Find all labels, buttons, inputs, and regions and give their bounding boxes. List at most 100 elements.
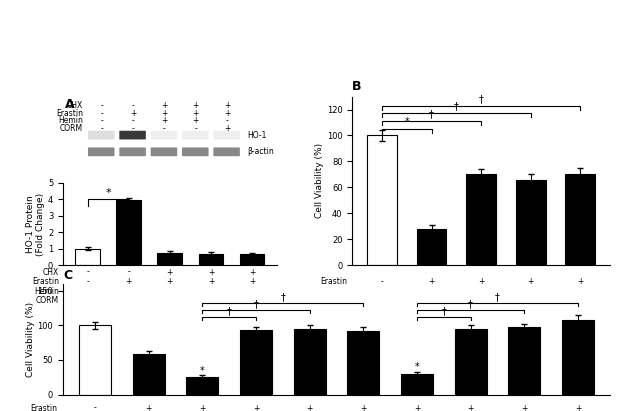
Text: -: - — [127, 286, 130, 296]
Text: β-actin: β-actin — [247, 147, 274, 156]
Text: Erastin: Erastin — [56, 109, 83, 118]
Text: †: † — [468, 299, 473, 309]
Text: -: - — [430, 335, 433, 344]
Text: -: - — [530, 335, 532, 344]
FancyBboxPatch shape — [151, 148, 177, 156]
Text: -: - — [127, 268, 130, 277]
Text: -: - — [131, 101, 135, 110]
FancyBboxPatch shape — [120, 131, 146, 139]
Text: +: + — [199, 404, 206, 411]
Text: -: - — [480, 335, 482, 344]
Bar — [240, 330, 272, 395]
Text: +: + — [253, 404, 259, 411]
Y-axis label: Cell Viability (%): Cell Viability (%) — [26, 302, 35, 376]
Text: CHX: CHX — [43, 268, 58, 277]
Bar — [294, 329, 326, 395]
Text: +: + — [249, 296, 255, 305]
Text: +: + — [249, 268, 255, 277]
Bar — [347, 331, 379, 395]
Text: Erastin: Erastin — [32, 277, 58, 286]
Text: +: + — [145, 404, 152, 411]
Text: *: * — [404, 117, 409, 127]
Text: -: - — [100, 116, 103, 125]
Text: CHX: CHX — [331, 296, 347, 305]
Text: +: + — [577, 296, 584, 305]
Bar — [367, 136, 397, 265]
Text: †: † — [429, 109, 434, 119]
FancyBboxPatch shape — [88, 148, 114, 156]
Text: +: + — [224, 109, 230, 118]
Text: -: - — [86, 286, 89, 296]
Bar — [466, 174, 496, 265]
Bar — [562, 320, 594, 395]
Bar — [565, 174, 595, 265]
Bar — [116, 200, 141, 265]
Text: Erastin: Erastin — [31, 404, 57, 411]
Text: Hemin: Hemin — [58, 116, 83, 125]
Text: +: + — [208, 277, 214, 286]
Text: +: + — [528, 296, 534, 305]
FancyBboxPatch shape — [182, 148, 209, 156]
Text: -: - — [480, 316, 482, 325]
Text: -: - — [86, 277, 89, 286]
Text: †: † — [454, 102, 459, 111]
Text: -: - — [100, 124, 103, 133]
Text: +: + — [521, 404, 528, 411]
FancyBboxPatch shape — [151, 131, 177, 139]
Text: CHX: CHX — [67, 101, 83, 110]
Y-axis label: Cell Viability (%): Cell Viability (%) — [315, 143, 324, 218]
Text: +: + — [575, 404, 581, 411]
Text: HO-1: HO-1 — [247, 131, 267, 140]
Text: *: * — [105, 188, 111, 198]
Text: -: - — [131, 116, 135, 125]
Bar — [516, 180, 546, 265]
Text: †: † — [479, 94, 484, 104]
Text: -: - — [381, 316, 383, 325]
Bar — [75, 249, 100, 265]
Bar — [199, 254, 223, 265]
FancyBboxPatch shape — [120, 148, 146, 156]
Text: -: - — [100, 109, 103, 118]
Text: +: + — [161, 109, 167, 118]
Text: -: - — [86, 268, 89, 277]
Text: +: + — [167, 286, 173, 296]
Text: †: † — [495, 292, 500, 302]
Text: *: * — [415, 362, 420, 372]
Text: +: + — [130, 109, 136, 118]
Y-axis label: HO-1 Protein
(Fold Change): HO-1 Protein (Fold Change) — [26, 192, 45, 256]
Text: -: - — [430, 316, 433, 325]
Bar — [508, 327, 540, 395]
Text: -: - — [430, 296, 433, 305]
Text: +: + — [414, 404, 420, 411]
Text: -: - — [94, 404, 96, 411]
Bar — [186, 377, 218, 395]
Text: -: - — [251, 286, 253, 296]
Text: +: + — [192, 109, 199, 118]
Text: +: + — [192, 116, 199, 125]
Bar — [455, 329, 487, 395]
Text: A: A — [65, 98, 74, 111]
Bar — [157, 253, 182, 265]
Text: -: - — [131, 124, 135, 133]
Text: +: + — [126, 277, 132, 286]
Text: Hemin: Hemin — [323, 316, 347, 325]
Text: -: - — [381, 296, 383, 305]
Text: +: + — [478, 277, 484, 286]
Text: -: - — [209, 296, 213, 305]
Text: CORM: CORM — [60, 124, 83, 133]
Text: +: + — [528, 277, 534, 286]
Text: +: + — [208, 268, 214, 277]
FancyBboxPatch shape — [213, 148, 240, 156]
Bar — [79, 325, 111, 395]
Text: B: B — [352, 80, 362, 93]
Text: +: + — [208, 286, 214, 296]
Text: +: + — [428, 277, 435, 286]
Text: Hemin: Hemin — [34, 286, 58, 296]
Text: +: + — [161, 101, 167, 110]
Text: +: + — [167, 277, 173, 286]
Text: *: * — [200, 366, 205, 376]
Text: +: + — [528, 316, 534, 325]
Text: -: - — [169, 296, 171, 305]
Text: +: + — [360, 404, 367, 411]
Text: -: - — [127, 296, 130, 305]
